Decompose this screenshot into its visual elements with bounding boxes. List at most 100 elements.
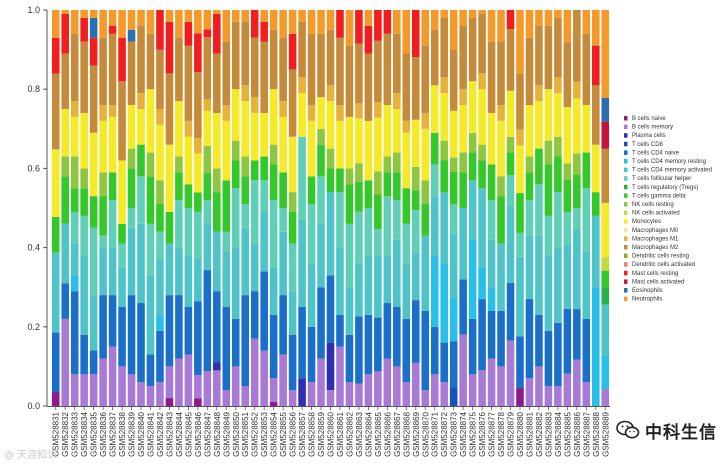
bar-segment — [582, 318, 591, 383]
bar-segment — [506, 282, 515, 341]
bar-segment — [402, 318, 411, 383]
bar-segment — [118, 366, 126, 406]
bar-segment — [194, 301, 202, 375]
bar-segment — [563, 179, 572, 213]
bar-segment — [51, 37, 60, 74]
bar-segment — [497, 176, 505, 197]
legend-label: NK cells activated — [632, 211, 680, 217]
bar-segment — [80, 112, 88, 169]
bar-segment — [222, 307, 231, 391]
bar-segment — [61, 283, 69, 319]
bar-segment — [497, 41, 505, 106]
bar-segment — [383, 358, 392, 406]
bar-segment — [336, 346, 344, 406]
bar-segment — [165, 243, 174, 296]
bar-segment — [468, 17, 477, 82]
legend-swatch — [624, 219, 628, 224]
bar-segment — [156, 231, 164, 260]
bar-segment — [573, 174, 581, 208]
bar-segment — [70, 275, 79, 292]
bar-segment — [544, 89, 553, 141]
bar-segment — [326, 148, 335, 169]
bar-segment — [89, 65, 98, 133]
bar-segment — [298, 10, 306, 22]
legend-label: Dendritic cells resting — [632, 254, 689, 260]
bar-segment — [194, 10, 202, 34]
bar-segment — [516, 10, 524, 74]
bar-segment — [478, 370, 486, 406]
bar-segment — [241, 156, 250, 177]
bar-segment — [70, 156, 79, 189]
bar-segment — [317, 97, 325, 129]
bar-segment — [184, 307, 193, 355]
bar-segment — [288, 211, 297, 244]
bar-segment — [336, 192, 344, 248]
bar-segment — [260, 180, 268, 212]
bar-segment — [601, 389, 610, 406]
bar-segment — [554, 136, 562, 157]
bar-segment — [156, 124, 164, 181]
legend-label: Neutrophils — [632, 297, 662, 303]
legend-swatch — [624, 296, 628, 302]
bar-segment — [459, 89, 467, 106]
legend-swatch — [624, 150, 628, 155]
bar-segment — [430, 132, 439, 165]
bar-segment — [582, 188, 591, 252]
bar-segment — [250, 97, 259, 113]
bar-segment — [336, 105, 344, 121]
bar-segment — [345, 10, 354, 46]
x-tick-label: GSM528836 — [99, 411, 108, 456]
bar-segment — [468, 10, 477, 18]
legend-swatch — [624, 202, 628, 207]
x-tick-label: GSM528834 — [80, 411, 89, 456]
bar-segment — [516, 388, 524, 406]
bar-segment — [468, 374, 477, 406]
bar-segment — [402, 132, 411, 189]
bar-segment — [80, 10, 88, 18]
bar-segment — [194, 211, 202, 259]
bar-segment — [279, 37, 287, 102]
bar-segment — [165, 295, 174, 367]
bar-segment — [108, 346, 117, 406]
bar-segment — [269, 267, 278, 315]
bar-segment — [61, 109, 69, 157]
bar-segment — [307, 33, 316, 106]
bar-segment — [393, 33, 401, 94]
bar-segment — [222, 390, 231, 406]
bar-segment — [279, 231, 287, 296]
bar-segment — [250, 291, 259, 339]
bar-segment — [506, 175, 515, 207]
bar-segment — [411, 253, 420, 301]
bar-segment — [213, 362, 221, 371]
bar-segment — [231, 318, 240, 367]
x-tick-label: GSM528871 — [431, 411, 440, 456]
bar-segment — [525, 172, 534, 201]
bar-segment — [326, 342, 335, 391]
bar-segment — [250, 37, 259, 98]
bar-segment — [345, 45, 354, 117]
bar-segment — [430, 164, 439, 197]
bar-segment — [355, 316, 363, 384]
bar-segment — [478, 89, 486, 145]
bar-segment — [108, 10, 117, 26]
legend-label: Dendritic cells activated — [632, 262, 695, 268]
legend-swatch — [624, 193, 628, 198]
bar-segment — [156, 382, 164, 406]
bar-segment — [326, 168, 335, 193]
bar-segment — [70, 33, 79, 102]
bar-segment — [89, 350, 98, 375]
bar-segment — [307, 382, 316, 406]
bar-segment — [459, 172, 467, 208]
bar-segment — [582, 105, 591, 153]
bar-segment — [203, 371, 212, 406]
bar-segment — [61, 13, 69, 54]
bar-segment — [137, 223, 145, 304]
bar-segment — [118, 37, 126, 82]
bar-segment — [345, 334, 354, 383]
bar-segment — [250, 243, 259, 292]
bar-segment — [298, 307, 306, 379]
bar-segment — [99, 295, 107, 359]
bar-segment — [194, 72, 202, 139]
x-tick-label: GSM528876 — [478, 411, 487, 456]
